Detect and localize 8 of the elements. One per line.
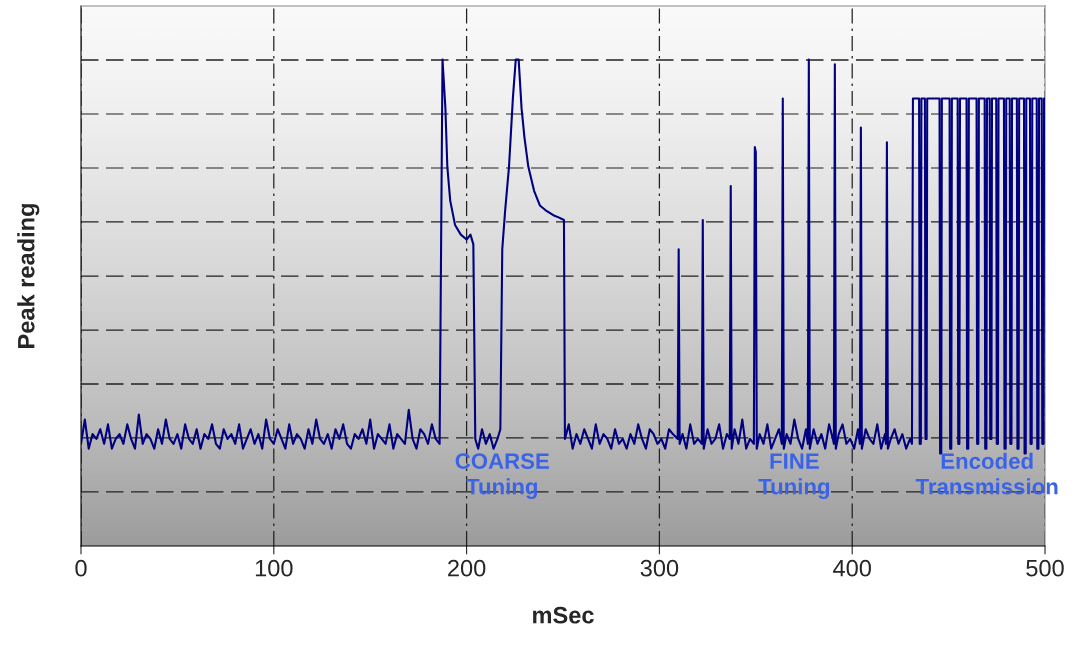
x-tick-label: 400: [833, 559, 871, 577]
x-tick-label: 500: [1026, 559, 1064, 577]
x-tick-label: 200: [448, 559, 486, 577]
x-tick-label: 0: [75, 559, 87, 577]
x-tick-label: 100: [255, 559, 293, 577]
x-axis-title: mSec: [533, 606, 594, 624]
y-axis-title: Peak reading: [17, 204, 40, 348]
x-tick-label: 300: [640, 559, 679, 577]
